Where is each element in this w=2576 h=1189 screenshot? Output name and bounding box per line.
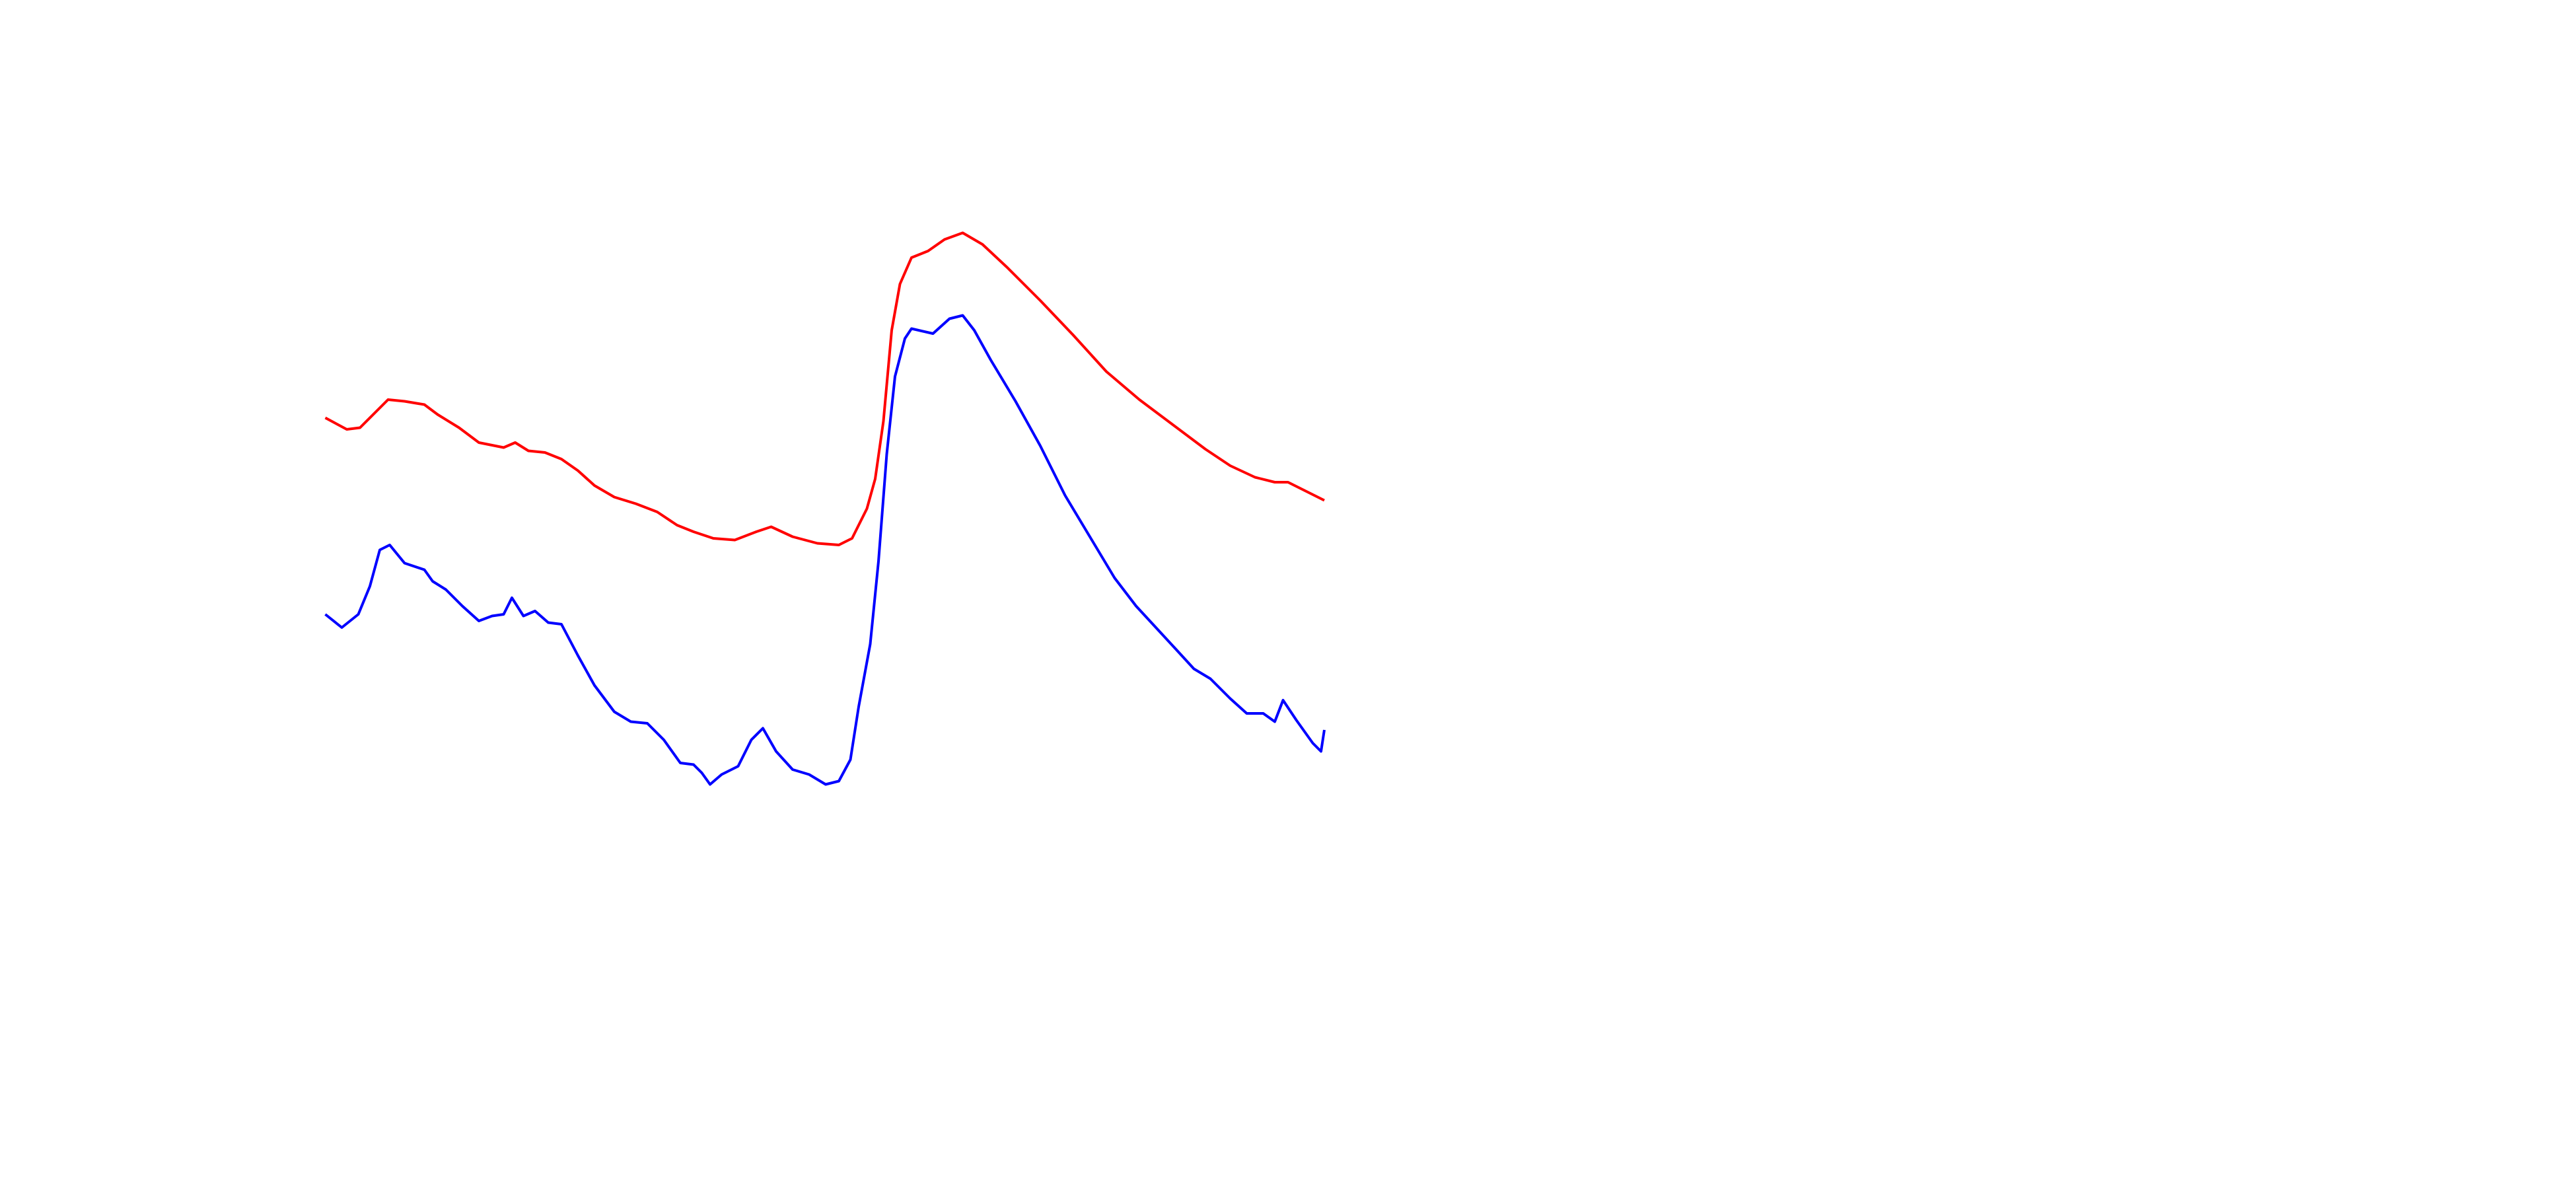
- line-series: [324, 314, 1326, 786]
- line-series: [324, 231, 1325, 546]
